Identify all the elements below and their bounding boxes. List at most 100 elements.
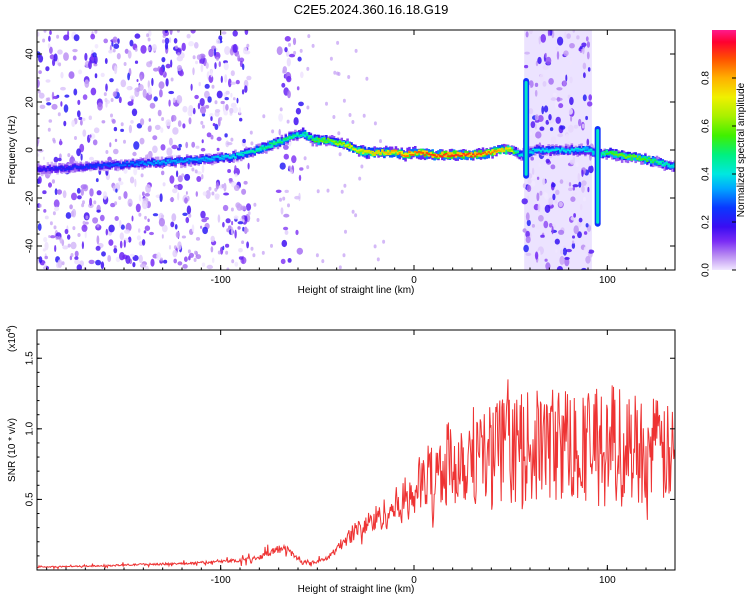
noise-dot <box>190 30 196 34</box>
noise-dot <box>581 123 585 129</box>
ridge-cell <box>603 150 607 153</box>
ridge-cell <box>346 141 349 147</box>
noise-dot <box>120 122 124 127</box>
ridge-cell <box>187 157 191 160</box>
ridge-cell <box>334 143 338 145</box>
ridge-cell <box>441 151 444 155</box>
ridge-cell <box>104 164 108 166</box>
ridge-cell <box>292 136 295 139</box>
ridge-cell <box>591 150 595 153</box>
noise-dot <box>225 104 229 111</box>
noise-dot <box>214 100 218 105</box>
noise-dot <box>215 38 221 45</box>
spectrogram-y-ticks: -40 -20 0 20 40 <box>25 29 675 271</box>
noise-dot <box>196 54 202 60</box>
noise-dot <box>58 62 62 67</box>
noise-dot <box>193 258 197 262</box>
ridge-cell <box>141 160 144 163</box>
noise-dot <box>550 164 556 170</box>
noise-dot <box>110 202 116 208</box>
noise-dot <box>537 250 541 260</box>
ridge-cell <box>441 153 444 158</box>
noise-dot <box>70 210 75 217</box>
noise-dot <box>244 85 248 93</box>
noise-dot <box>240 205 247 211</box>
x-tick-label: 0 <box>411 575 417 586</box>
noise-dot <box>49 46 53 54</box>
noise-dot <box>208 74 214 83</box>
ridge-cell <box>632 155 636 160</box>
ridge-cell <box>263 147 266 151</box>
ridge-cell <box>448 152 452 156</box>
ridge-cell <box>160 160 164 163</box>
noise-dot <box>337 131 341 136</box>
noise-dot <box>57 157 62 162</box>
noise-dot <box>164 37 170 45</box>
noise-dot <box>278 128 281 136</box>
snr-series-line <box>37 379 675 570</box>
noise-dot <box>54 245 57 252</box>
noise-dot <box>185 141 189 149</box>
noise-dot <box>117 38 120 44</box>
ridge-cell <box>44 168 48 172</box>
noise-dot <box>57 259 63 268</box>
noise-dot <box>279 197 282 202</box>
noise-dot <box>54 188 58 196</box>
spectrogram-y-axis-label: Frequency (Hz) <box>7 116 18 185</box>
noise-dot <box>170 77 174 82</box>
noise-dot <box>192 55 196 60</box>
ridge-cell <box>636 154 639 160</box>
noise-dot <box>202 191 207 196</box>
noise-dot <box>228 178 233 182</box>
noise-dot <box>147 46 151 51</box>
ridge-cell <box>491 149 494 153</box>
ridge-cell <box>541 147 545 151</box>
ridge-cell <box>124 162 127 166</box>
noise-dot <box>552 92 557 97</box>
noise-dot <box>173 258 177 264</box>
ridge-cell <box>661 163 665 167</box>
ridge-cell <box>357 150 361 154</box>
ridge-cell <box>170 157 173 164</box>
ridge-cell <box>120 164 123 168</box>
noise-dot <box>69 156 76 166</box>
noise-dot <box>284 230 289 235</box>
noise-dot <box>37 89 41 94</box>
ridge-cell <box>429 154 433 156</box>
ridge-cell <box>62 167 65 170</box>
ridge-cell <box>673 163 675 167</box>
ridge-cell <box>458 155 462 157</box>
ridge-cell <box>274 141 278 144</box>
ridge-cell <box>261 148 264 150</box>
noise-dot <box>548 78 554 85</box>
ridge-cell <box>371 150 375 153</box>
ridge-cell <box>71 167 75 169</box>
ridge-cell <box>79 166 83 170</box>
noise-dot <box>362 113 366 118</box>
noise-dot <box>185 191 188 195</box>
ridge-cell <box>330 139 334 142</box>
ridge-cell <box>104 164 108 169</box>
ridge-cell <box>85 165 88 171</box>
noise-dot <box>559 179 564 184</box>
noise-dot <box>160 144 166 151</box>
noise-dot <box>562 247 568 256</box>
spectrogram-x-axis-label: Height of straight line (km) <box>298 285 415 296</box>
ridge-cell <box>657 163 661 165</box>
ridge-cell <box>435 154 438 157</box>
ridge-cell <box>307 137 311 140</box>
noise-dot <box>568 182 572 187</box>
ridge-cell <box>211 158 214 161</box>
x-tick-label: 100 <box>599 275 616 286</box>
noise-dot <box>287 90 291 99</box>
noise-dot <box>127 86 131 91</box>
ridge-cell <box>323 139 326 144</box>
noise-dot <box>522 183 527 189</box>
noise-dot <box>81 203 85 208</box>
ridge-cell <box>510 148 514 152</box>
noise-dot <box>573 124 579 129</box>
noise-dot <box>238 248 243 253</box>
noise-dot <box>77 99 81 105</box>
ridge-cell <box>437 154 440 158</box>
